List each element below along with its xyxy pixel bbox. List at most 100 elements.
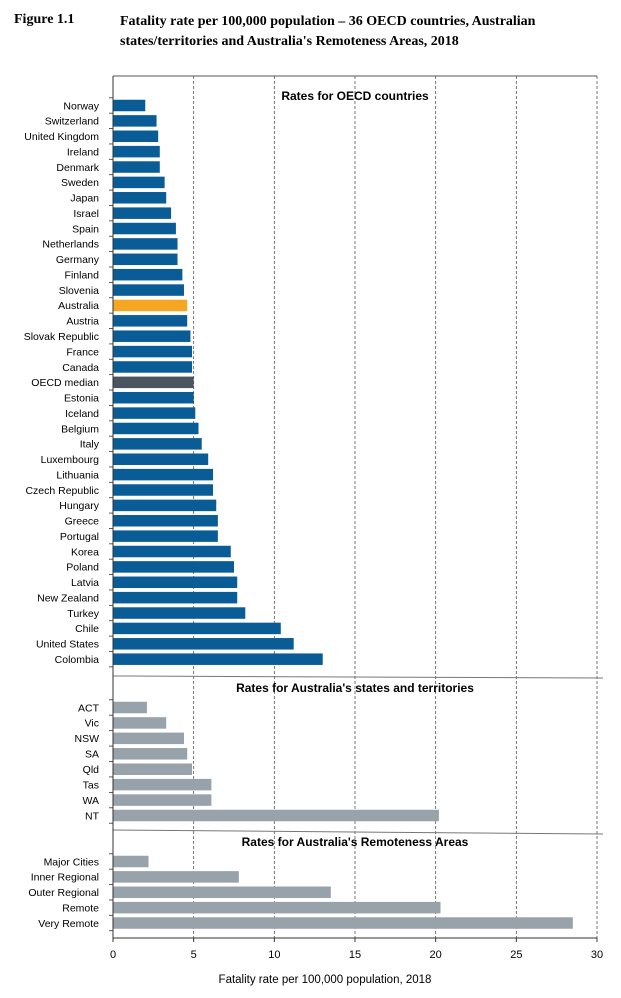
bar-japan bbox=[113, 192, 167, 204]
category-label-turkey: Turkey bbox=[67, 608, 99, 620]
bar-act bbox=[113, 701, 147, 714]
category-label-outer-regional: Outer Regional bbox=[28, 887, 99, 899]
bar-finland bbox=[113, 268, 183, 281]
category-label-australia: Australia bbox=[58, 300, 99, 312]
category-label-hungary: Hungary bbox=[59, 500, 99, 512]
bar-chile bbox=[113, 622, 281, 635]
category-label-norway: Norway bbox=[63, 100, 99, 112]
category-label-new-zealand: New Zealand bbox=[37, 592, 99, 604]
category-label-belgium: Belgium bbox=[61, 423, 99, 435]
bar-switzerland bbox=[113, 115, 157, 127]
x-axis-label: Fatality rate per 100,000 population, 20… bbox=[219, 974, 432, 986]
panel-separator-2 bbox=[112, 829, 604, 835]
category-label-portugal: Portugal bbox=[60, 531, 99, 543]
bar-portugal bbox=[113, 530, 218, 542]
category-label-very-remote: Very Remote bbox=[38, 918, 99, 930]
bar-slovak-republic bbox=[113, 330, 191, 342]
panel-title: Rates for Australia's states and territo… bbox=[236, 681, 474, 695]
bar-greece bbox=[113, 515, 218, 527]
bar-wa bbox=[113, 794, 212, 806]
category-label-nt: NT bbox=[85, 810, 100, 822]
x-tick-label-5: 5 bbox=[191, 949, 197, 961]
category-label-united-kingdom: United Kingdom bbox=[24, 131, 99, 143]
bar-latvia bbox=[113, 576, 238, 589]
bar-oecd-median bbox=[113, 376, 194, 389]
category-label-denmark: Denmark bbox=[56, 162, 99, 174]
bar-inner-regional bbox=[113, 871, 239, 883]
bar-sweden bbox=[113, 176, 165, 189]
category-label-italy: Italy bbox=[80, 439, 100, 451]
panel-separator-1 bbox=[112, 675, 604, 679]
category-label-poland: Poland bbox=[66, 562, 99, 574]
category-label-latvia: Latvia bbox=[71, 577, 99, 589]
category-label-slovenia: Slovenia bbox=[59, 285, 99, 297]
bar-belgium bbox=[113, 422, 199, 435]
bar-canada bbox=[113, 361, 193, 373]
bar-germany bbox=[113, 253, 178, 266]
bar-israel bbox=[113, 207, 172, 219]
figure-label: Figure 1.1 bbox=[14, 12, 75, 27]
bar-turkey bbox=[113, 607, 246, 619]
bar-poland bbox=[113, 561, 234, 573]
x-tick-label-15: 15 bbox=[349, 949, 361, 961]
bar-lithuania bbox=[113, 468, 214, 481]
bar-luxembourg bbox=[113, 453, 209, 465]
category-label-korea: Korea bbox=[71, 546, 99, 558]
bar-sa bbox=[113, 748, 188, 760]
bar-spain bbox=[113, 222, 176, 235]
category-label-canada: Canada bbox=[62, 362, 99, 374]
category-label-wa: WA bbox=[82, 795, 99, 807]
bar-netherlands bbox=[113, 238, 178, 250]
bar-very-remote bbox=[113, 917, 573, 929]
bar-vic bbox=[113, 717, 167, 729]
category-label-iceland: Iceland bbox=[65, 408, 99, 420]
x-tick-label-10: 10 bbox=[268, 949, 280, 961]
bar-korea bbox=[113, 545, 231, 558]
category-label-colombia: Colombia bbox=[55, 654, 100, 666]
category-label-finland: Finland bbox=[65, 269, 100, 281]
category-label-united-states: United States bbox=[36, 639, 99, 651]
chart-panels: Rates for OECD countries Norway Switzerlan… bbox=[24, 89, 573, 930]
category-label-luxembourg: Luxembourg bbox=[41, 454, 100, 466]
bar-czech-republic bbox=[113, 484, 214, 496]
bar-australia bbox=[113, 299, 188, 312]
panel-oecd: Rates for OECD countries Norway Switzerlan… bbox=[24, 89, 429, 666]
panel-title: Rates for OECD countries bbox=[281, 89, 429, 103]
bar-nt bbox=[113, 809, 439, 822]
bar-united-states bbox=[113, 638, 294, 650]
category-label-oecd-median: OECD median bbox=[31, 377, 99, 389]
category-label-nsw: NSW bbox=[75, 733, 100, 745]
x-tick-label-30: 30 bbox=[591, 949, 603, 961]
bar-united-kingdom bbox=[113, 130, 159, 143]
category-label-vic: Vic bbox=[85, 718, 99, 730]
bar-ireland bbox=[113, 145, 160, 158]
x-axis: 0 5 10 15 20 25 30 Fatality rate per 100,000 po… bbox=[109, 76, 603, 986]
category-label-greece: Greece bbox=[65, 516, 100, 528]
bar-outer-regional bbox=[113, 886, 331, 899]
category-label-israel: Israel bbox=[73, 208, 99, 220]
category-label-germany: Germany bbox=[56, 254, 100, 266]
category-label-spain: Spain bbox=[72, 223, 99, 235]
panel-remoteness: Rates for Australia's Remoteness Areas Ma… bbox=[28, 835, 573, 930]
category-label-inner-regional: Inner Regional bbox=[31, 872, 99, 884]
category-label-netherlands: Netherlands bbox=[42, 239, 99, 251]
bar-colombia bbox=[113, 653, 323, 665]
category-label-qld: Qld bbox=[83, 764, 100, 776]
bar-new-zealand bbox=[113, 591, 238, 604]
category-label-slovak-republic: Slovak Republic bbox=[24, 331, 99, 343]
category-label-austria: Austria bbox=[66, 316, 99, 328]
category-label-act: ACT bbox=[78, 702, 100, 714]
bar-austria bbox=[113, 315, 188, 327]
bar-norway bbox=[113, 99, 146, 112]
x-tick-label-0: 0 bbox=[110, 949, 116, 961]
bar-nsw bbox=[113, 732, 184, 745]
category-label-japan: Japan bbox=[70, 193, 99, 205]
category-label-france: France bbox=[66, 346, 99, 358]
category-label-switzerland: Switzerland bbox=[45, 116, 99, 128]
category-label-sa: SA bbox=[85, 749, 99, 761]
bar-slovenia bbox=[113, 284, 184, 296]
category-label-czech-republic: Czech Republic bbox=[25, 485, 99, 497]
category-label-ireland: Ireland bbox=[67, 146, 99, 158]
bar-remote bbox=[113, 901, 441, 914]
